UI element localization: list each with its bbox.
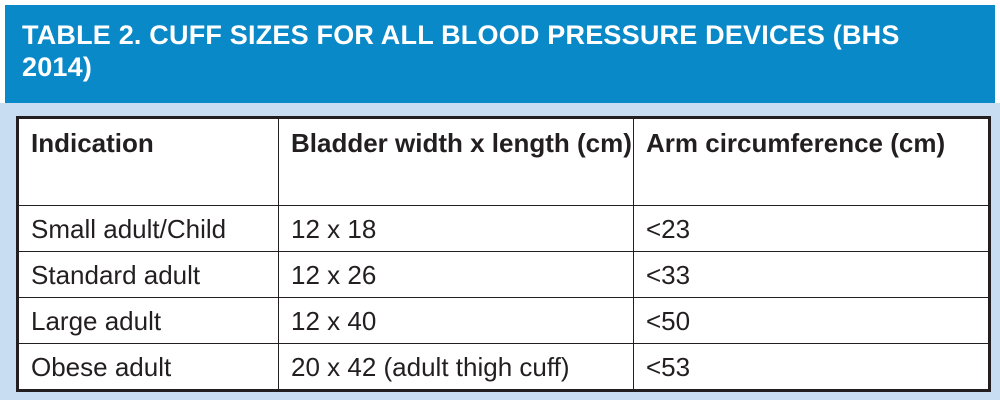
table-cell: 12 x 26 <box>278 251 634 298</box>
column-header-indication: Indication <box>17 117 279 206</box>
table-row: Large adult 12 x 40 <50 <box>17 297 990 344</box>
table-body: Small adult/Child 12 x 18 <23 Standard adul… <box>17 205 990 391</box>
title-banner: TABLE 2. CUFF SIZES FOR ALL BLOOD PRESSU… <box>5 5 995 103</box>
table-cell: Obese adult <box>17 343 279 391</box>
table-cell: <23 <box>633 205 990 252</box>
column-header-bladder-size: Bladder width x length (cm) <box>278 117 634 206</box>
figure-title: TABLE 2. CUFF SIZES FOR ALL BLOOD PRESSU… <box>22 20 900 82</box>
table-row: Standard adult 12 x 26 <33 <box>17 251 990 298</box>
cuff-sizes-table: Indication Bladder width x length (cm) A… <box>16 116 991 392</box>
table-cell: Small adult/Child <box>17 205 279 252</box>
table-row: Obese adult 20 x 42 (adult thigh cuff) <53 <box>17 343 990 391</box>
table-cell: Large adult <box>17 297 279 344</box>
table-cell: 12 x 40 <box>278 297 634 344</box>
table-cell: 12 x 18 <box>278 205 634 252</box>
table-row: Small adult/Child 12 x 18 <23 <box>17 205 990 252</box>
table-cell: Standard adult <box>17 251 279 298</box>
column-header-arm-circumference: Arm circumference (cm) <box>633 117 990 206</box>
table-cell: <50 <box>633 297 990 344</box>
table-cell: <33 <box>633 251 990 298</box>
table-cell: <53 <box>633 343 990 391</box>
table-cell: 20 x 42 (adult thigh cuff) <box>278 343 634 391</box>
table-header-row: Indication Bladder width x length (cm) A… <box>17 117 990 206</box>
table-panel: Indication Bladder width x length (cm) A… <box>0 103 1000 400</box>
